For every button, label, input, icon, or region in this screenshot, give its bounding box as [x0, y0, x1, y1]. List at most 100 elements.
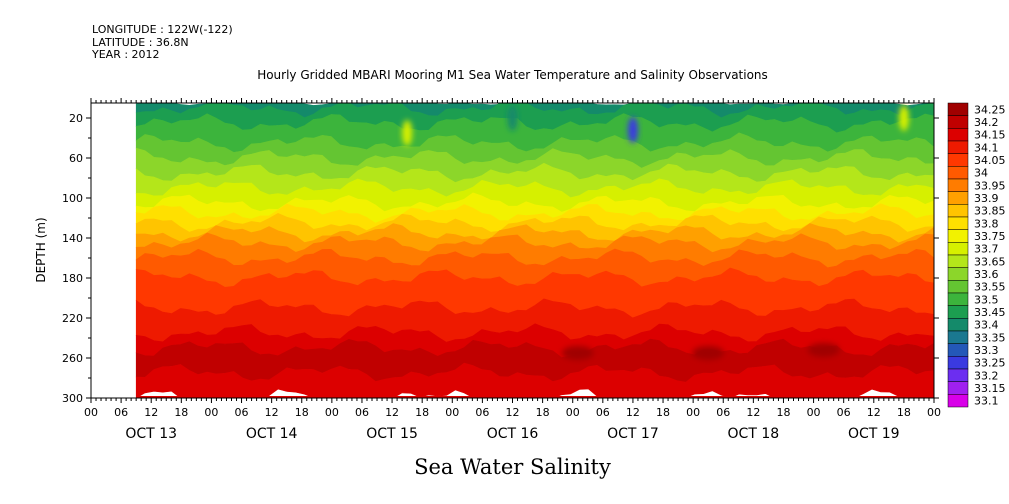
colorbar-swatch [947, 153, 969, 167]
colorbar-label: 33.9 [974, 192, 999, 205]
y-tick-label: 20 [69, 112, 83, 125]
colorbar-swatch [947, 254, 969, 268]
x-hour-label: 12 [506, 406, 520, 419]
colorbar-label: 33.75 [974, 230, 1006, 243]
x-hour-label: 00 [445, 406, 459, 419]
colorbar-label: 33.15 [974, 382, 1006, 395]
colorbar-label: 33.5 [974, 293, 999, 306]
colorbar: 34.2534.234.1534.134.053433.9533.933.853… [947, 102, 1006, 408]
x-day-label: OCT 13 [125, 426, 177, 442]
colorbar-label: 34.1 [974, 141, 999, 154]
x-hour-label: 18 [656, 406, 670, 419]
colorbar-label: 33.2 [974, 369, 999, 382]
colorbar-swatch [947, 394, 969, 408]
y-tick-label: 60 [69, 152, 83, 165]
x-hour-label: 12 [867, 406, 881, 419]
colorbar-swatch [947, 381, 969, 395]
x-hour-label: 06 [355, 406, 369, 419]
colorbar-swatch [947, 368, 969, 382]
colorbar-swatch [947, 140, 969, 154]
colorbar-swatch [947, 356, 969, 370]
colorbar-swatch [947, 318, 969, 332]
colorbar-label: 33.45 [974, 306, 1006, 319]
colorbar-label: 33.3 [974, 344, 999, 357]
colorbar-label: 33.8 [974, 217, 999, 230]
year-label: YEAR : 2012 [92, 48, 160, 61]
colorbar-label: 33.55 [974, 281, 1006, 294]
colorbar-label: 34.15 [974, 129, 1006, 142]
colorbar-label: 33.25 [974, 357, 1006, 370]
colorbar-label: 33.65 [974, 255, 1006, 268]
salinity-anomaly [627, 117, 638, 143]
colorbar-swatch [947, 267, 969, 281]
x-hour-label: 12 [385, 406, 399, 419]
y-tick-label: 300 [62, 392, 83, 405]
x-axis: 00 06 12 18 00 06 12 18 00 06 12 18 00 06 12 18 00 06 12 18… [84, 98, 941, 442]
salinity-anomaly [807, 343, 840, 357]
chart-title: Hourly Gridded MBARI Mooring M1 Sea Wate… [257, 68, 768, 82]
colorbar-label: 34.25 [974, 103, 1006, 116]
x-hour-label: 18 [536, 406, 550, 419]
y-tick-label: 260 [62, 352, 83, 365]
x-hour-label: 00 [686, 406, 700, 419]
colorbar-label: 33.95 [974, 179, 1006, 192]
colorbar-label: 33.35 [974, 331, 1006, 344]
y-tick-label: 180 [62, 272, 83, 285]
x-hour-label: 18 [897, 406, 911, 419]
salinity-anomaly [402, 120, 413, 146]
x-hour-label: 00 [807, 406, 821, 419]
y-tick-label: 220 [62, 312, 83, 325]
x-hour-label: 00 [204, 406, 218, 419]
x-hour-label: 18 [415, 406, 429, 419]
colorbar-swatch [947, 115, 969, 129]
y-axis-label: DEPTH (m) [34, 217, 48, 282]
salinity-anomaly [561, 346, 594, 360]
x-hour-label: 06 [716, 406, 730, 419]
colorbar-swatch [947, 102, 969, 116]
x-hour-label: 12 [626, 406, 640, 419]
salinity-anomaly [692, 346, 725, 360]
x-day-label: OCT 14 [246, 426, 298, 442]
x-hour-label: 06 [837, 406, 851, 419]
x-hour-label: 18 [295, 406, 309, 419]
colorbar-label: 33.6 [974, 268, 999, 281]
colorbar-swatch [947, 204, 969, 218]
colorbar-label: 33.85 [974, 205, 1006, 218]
colorbar-label: 34.05 [974, 154, 1006, 167]
colorbar-swatch [947, 191, 969, 205]
salinity-band [136, 396, 934, 398]
colorbar-label: 34 [974, 167, 988, 180]
latitude-label: LATITUDE : 36.8N [92, 35, 189, 49]
colorbar-swatch [947, 242, 969, 256]
colorbar-label: 34.2 [974, 116, 999, 129]
colorbar-label: 33.7 [974, 243, 999, 256]
x-hour-label: 12 [144, 406, 158, 419]
colorbar-swatch [947, 229, 969, 243]
x-hour-label: 00 [566, 406, 580, 419]
x-hour-label: 06 [596, 406, 610, 419]
longitude-label: LONGITUDE : 122W(-122) [92, 23, 233, 36]
x-day-label: OCT 18 [728, 426, 780, 442]
x-hour-label: 12 [265, 406, 279, 419]
colorbar-label: 33.4 [974, 319, 999, 332]
y-tick-label: 140 [62, 232, 83, 245]
colorbar-swatch [947, 166, 969, 180]
colorbar-swatch [947, 343, 969, 357]
location-metadata: LONGITUDE : 122W(-122) LATITUDE : 36.8N … [92, 23, 233, 62]
x-day-label: OCT 19 [848, 426, 900, 442]
salinity-anomaly [898, 105, 909, 131]
x-day-label: OCT 17 [607, 426, 659, 442]
y-axis: 20 60 100 140 180 220 260 300 [62, 112, 939, 405]
x-hour-label: 18 [776, 406, 790, 419]
x-hour-label: 00 [84, 406, 98, 419]
colorbar-swatch [947, 305, 969, 319]
colorbar-swatch [947, 330, 969, 344]
x-hour-label: 18 [174, 406, 188, 419]
colorbar-swatch [947, 128, 969, 142]
x-hour-label: 06 [235, 406, 249, 419]
colorbar-swatch [947, 216, 969, 230]
x-day-label: OCT 15 [366, 426, 418, 442]
variable-title: Sea Water Salinity [414, 455, 611, 479]
colorbar-swatch [947, 292, 969, 306]
